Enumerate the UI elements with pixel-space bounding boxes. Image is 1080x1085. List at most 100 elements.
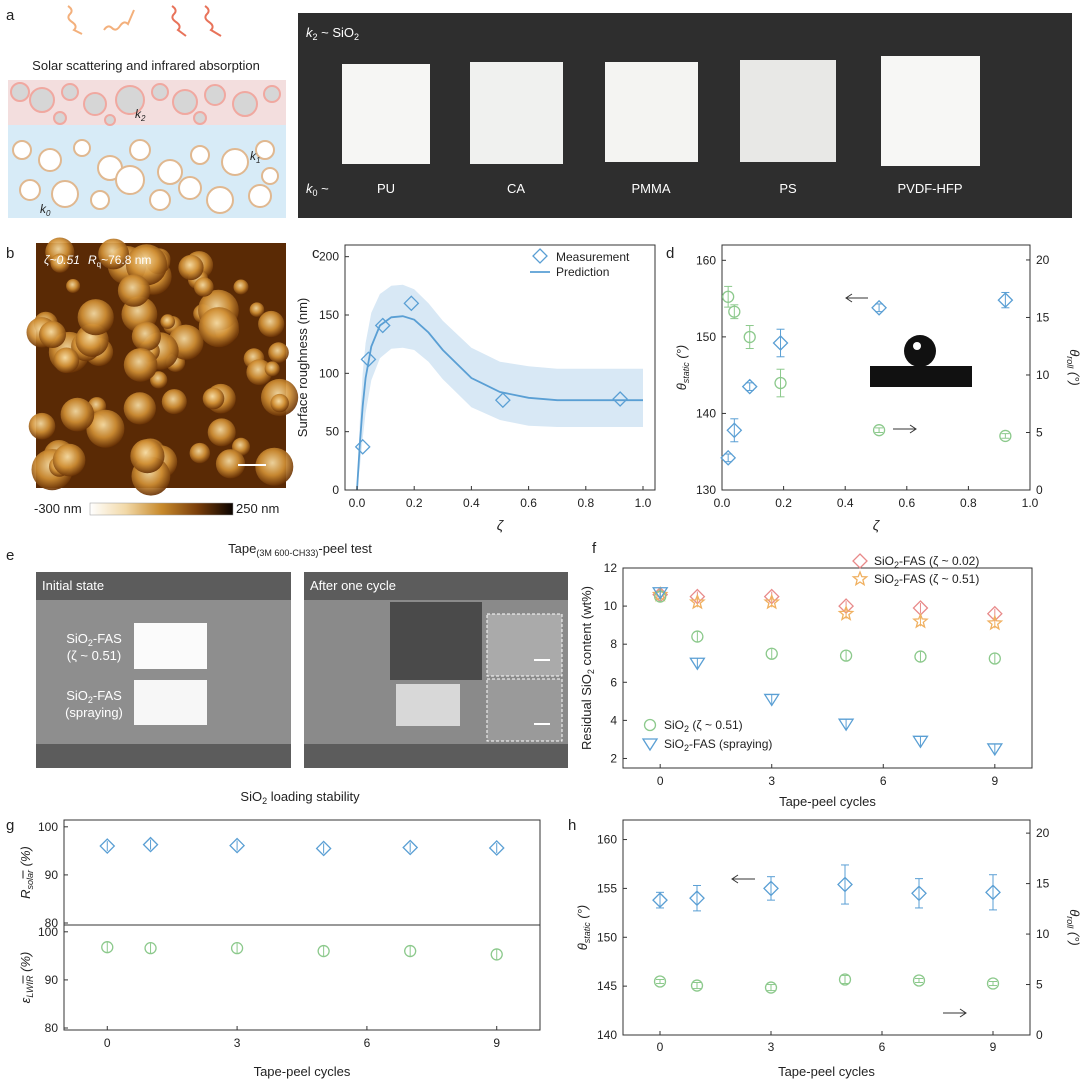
peeled-sample — [396, 684, 460, 726]
particle-top — [115, 85, 145, 115]
sample-pmma — [605, 62, 698, 162]
afm-grain — [28, 412, 56, 440]
plot-frame — [721, 244, 1031, 491]
sample-label-pmma: PMMA — [632, 181, 671, 196]
afm-grain — [270, 393, 289, 413]
loading-stability-caption: SiO2 loading stability — [240, 789, 360, 806]
arrow-right-indicator — [943, 1008, 967, 1018]
y-tick-label: 100 — [38, 820, 58, 834]
y-axis-label: Residual SiO2 content (wt%) — [579, 586, 596, 750]
legend-marker-measurement — [532, 248, 548, 264]
particle-top — [83, 92, 107, 116]
point-circle — [490, 948, 503, 961]
inset-top — [486, 613, 563, 677]
particle-bottom — [255, 140, 275, 160]
particle-top — [10, 82, 30, 102]
panel-letter-b: b — [6, 245, 14, 262]
y-tick-label: 100 — [319, 366, 339, 380]
x-tick-label: 6 — [879, 1040, 886, 1054]
point-circle — [839, 649, 853, 662]
roll-point — [653, 975, 667, 988]
measurement-point — [403, 295, 420, 312]
point-star — [837, 604, 855, 621]
y-tick-label: 12 — [604, 561, 618, 575]
point-circle — [691, 630, 704, 643]
chart-c: 0.0 0.2 0.4 0.6 0.8 1.0 0 50 100 150 200 ζ Surface r… — [295, 244, 656, 533]
point-triangle — [912, 735, 929, 749]
y-tick-label-right: 0 — [1036, 483, 1043, 497]
photo-bottom-label: k0 ~ — [306, 181, 329, 198]
plot-frame — [622, 567, 1033, 769]
photo-top-label: k2 ~ SiO2 — [306, 25, 359, 42]
static-point — [652, 892, 668, 909]
roll-point — [764, 981, 778, 994]
sample-label-pvdf-hfp: PVDF-HFP — [898, 181, 963, 196]
particle-top — [61, 83, 79, 101]
particle-bottom — [19, 179, 41, 201]
x-tick-label: 6 — [880, 774, 887, 788]
point-triangle — [837, 718, 855, 732]
roll-point — [722, 290, 735, 303]
y-tick-label: 100 — [38, 925, 58, 939]
y-tick-label-right: 5 — [1036, 978, 1043, 992]
plot-frame — [344, 244, 656, 491]
x-tick-label: 0.6 — [520, 496, 537, 510]
y-tick-label: 90 — [45, 868, 59, 882]
x-tick-label: 1.0 — [635, 496, 652, 510]
tape-test-title: Tape(3M 600-CH33)-peel test — [228, 541, 372, 558]
afm-grain — [77, 299, 114, 336]
colorbar-max: 250 nm — [236, 501, 279, 516]
prediction-band — [357, 284, 643, 490]
sample-pu — [342, 64, 430, 164]
afm-grain — [255, 447, 294, 486]
legend-label-triangle: SiO2-FAS (spraying) — [664, 737, 772, 753]
afm-grain — [123, 392, 156, 425]
panel-letter-c: c — [312, 245, 320, 262]
y-tick-label-left: 150 — [696, 330, 716, 344]
static-point — [720, 449, 737, 466]
afm-grain — [123, 348, 158, 382]
afm-grain — [233, 279, 249, 295]
particle-bottom — [261, 167, 279, 185]
y-tick-label-left: 140 — [696, 406, 716, 420]
y-tick-label-right: 10 — [1036, 927, 1050, 941]
afm-grain — [268, 342, 289, 363]
y-tick-label-right: 10 — [1036, 368, 1050, 382]
legend-marker-circle — [643, 718, 657, 732]
afm-grain — [189, 442, 210, 464]
sample-fas-051 — [134, 623, 207, 669]
afm-grain — [150, 371, 168, 389]
afm-grain — [202, 387, 225, 410]
arrow-right-indicator — [893, 424, 917, 434]
afm-grain — [161, 389, 187, 415]
afm-grain — [160, 314, 175, 329]
sample2-label-line2: (spraying) — [65, 705, 123, 720]
particle-bottom — [248, 184, 272, 208]
y-axis-label-left: θstatic (°) — [674, 345, 691, 391]
panel-letter-f: f — [592, 540, 597, 557]
colorbar-min: -300 nm — [34, 501, 82, 516]
particle-top — [151, 83, 169, 101]
particle-bottom — [206, 186, 234, 214]
point-star — [912, 612, 929, 629]
point-circle — [988, 652, 1001, 665]
static-point — [726, 422, 743, 439]
prediction-line — [356, 315, 643, 491]
afm-annotation: ζ~0.51 Rq~76.8 nm — [44, 253, 151, 269]
point-star — [763, 593, 781, 610]
label-k2: k2 — [135, 107, 146, 123]
y-tick-label: 4 — [610, 713, 617, 727]
point-triangle — [689, 657, 706, 671]
x-tick-label: 6 — [364, 1036, 371, 1050]
x-tick-label: 0 — [657, 774, 664, 788]
x-tick-label: 0.6 — [898, 496, 915, 510]
roll-point — [690, 979, 704, 992]
point-star — [688, 593, 706, 610]
x-tick-label: 0 — [657, 1040, 664, 1054]
afm-grain — [215, 449, 246, 479]
x-tick-label: 0.4 — [837, 496, 854, 510]
afm-grain — [198, 307, 239, 348]
afm-grains — [26, 237, 299, 496]
x-tick-label: 0.0 — [714, 496, 731, 510]
afm-grain — [60, 397, 95, 432]
